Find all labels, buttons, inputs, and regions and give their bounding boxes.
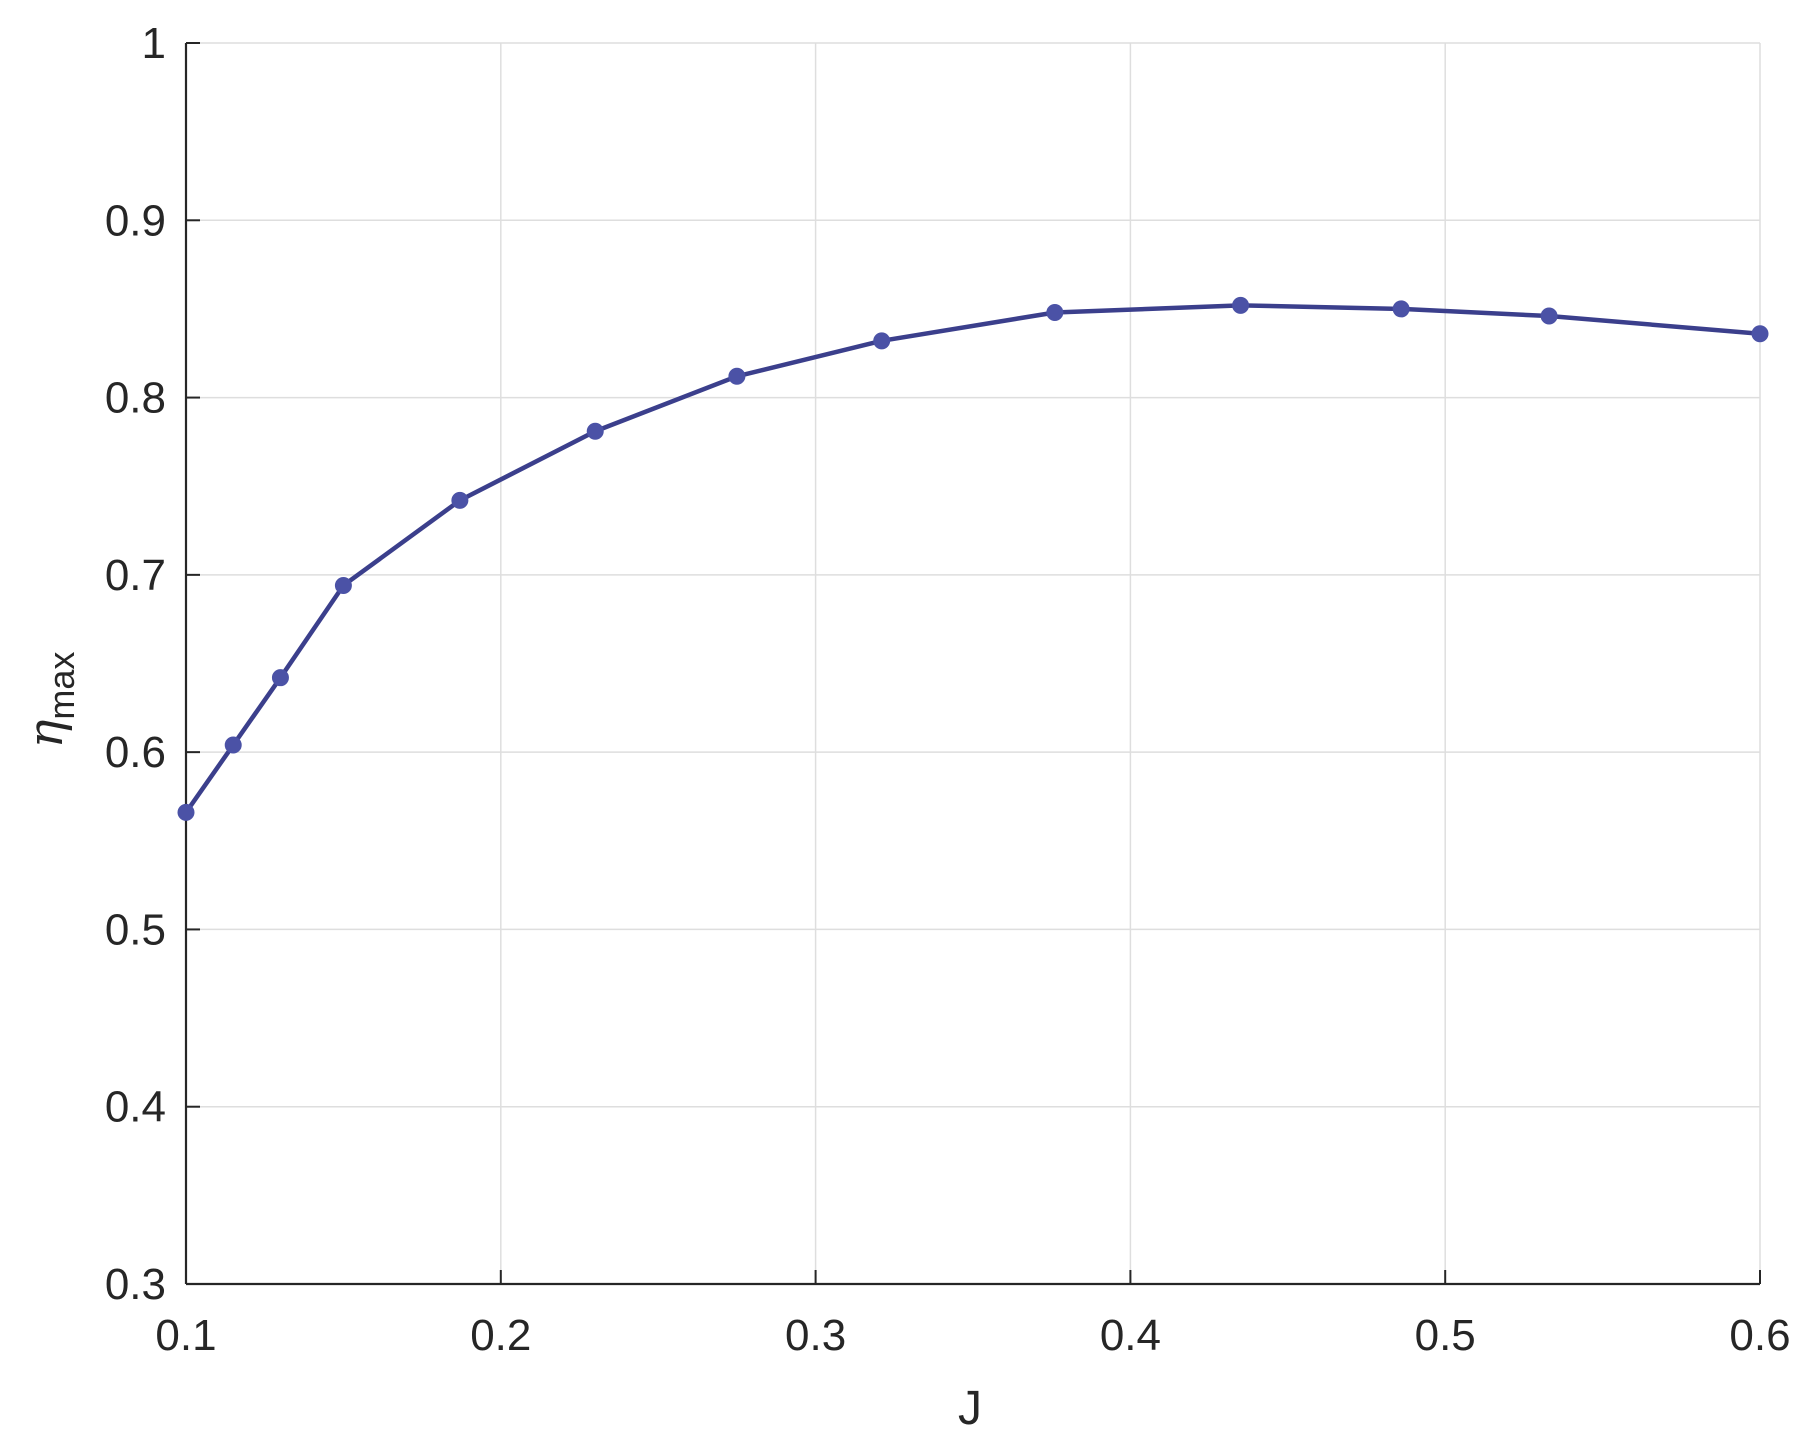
y-tick-label: 0.4: [105, 1083, 166, 1132]
data-point: [1751, 325, 1769, 343]
data-point: [1232, 296, 1250, 314]
data-point: [177, 803, 195, 821]
x-tick-labels: 0.1 0.2 0.3 0.4 0.5 0.6: [155, 1311, 1790, 1360]
axes: [184, 42, 1761, 1286]
x-tick-label: 0.4: [1100, 1311, 1161, 1360]
data-point: [1046, 303, 1064, 321]
y-axis-label-symbol: η: [18, 719, 74, 748]
series-line: [183, 303, 1763, 815]
y-tick-label: 0.9: [105, 196, 166, 245]
data-point: [586, 422, 604, 440]
x-axis-label: J: [958, 1382, 982, 1435]
y-axis-label: ηmax: [18, 652, 82, 749]
y-tick-labels: 0.3 0.4 0.5 0.6 0.7 0.8 0.9 1: [105, 19, 166, 1309]
grid-lines: [185, 42, 1761, 1285]
y-tick-label: 0.8: [105, 374, 166, 423]
data-point: [224, 736, 242, 754]
x-tick-label: 0.6: [1729, 1311, 1790, 1360]
data-point: [873, 332, 891, 350]
data-point: [271, 669, 289, 687]
x-tick-label: 0.3: [785, 1311, 846, 1360]
y-tick-label: 0.6: [105, 728, 166, 777]
x-tick-label: 0.2: [470, 1311, 531, 1360]
y-tick-label: 0.3: [105, 1260, 166, 1309]
y-axis-label-subscript: max: [41, 652, 82, 720]
data-point: [1540, 307, 1558, 325]
data-point: [1392, 300, 1410, 318]
x-tick-label: 0.1: [155, 1311, 216, 1360]
y-tick-label: 0.7: [105, 551, 166, 600]
data-series: [177, 296, 1769, 821]
y-tick-label: 0.5: [105, 905, 166, 954]
x-tick-label: 0.5: [1415, 1311, 1476, 1360]
data-point: [451, 491, 469, 509]
data-point: [334, 576, 352, 594]
y-tick-label: 1: [142, 19, 166, 68]
data-point: [728, 367, 746, 385]
